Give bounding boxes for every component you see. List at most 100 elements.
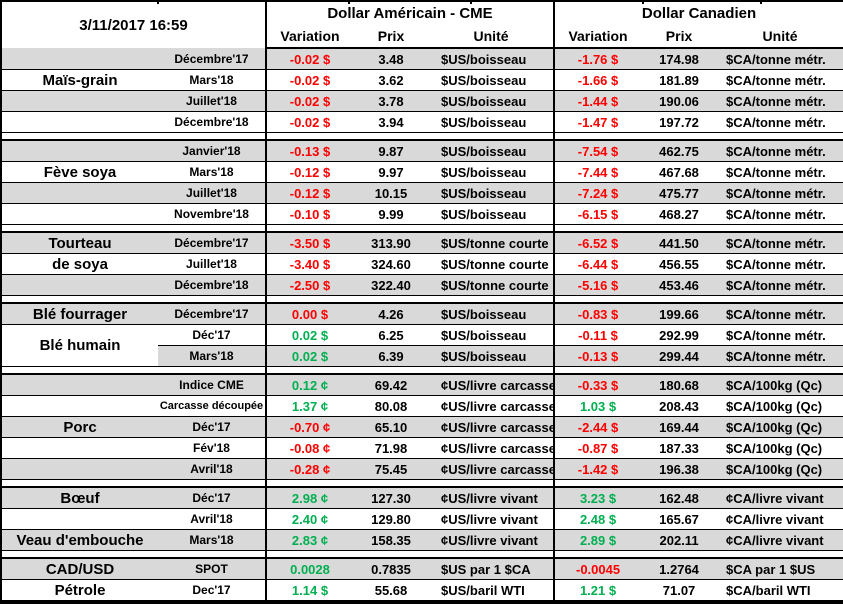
month-cell: SPOT (158, 558, 266, 580)
table-row: CAD/USD SPOT 0.0028 0.7835 $US par 1 $CA -0.0… (1, 558, 843, 580)
ca-variation-cell: -0.87 $ (553, 437, 642, 459)
us-variation-cell: -0.02 $ (265, 48, 353, 70)
us-unit-cell: ¢US/livre vivant (429, 487, 555, 509)
ca-unit-cell: $CA/tonne métr. (717, 232, 843, 254)
table-row: Janvier'18 -0.13 $9.87 $US/boisseau -7.54 $… (1, 140, 843, 162)
ca-unit-cell: $CA/tonne métr. (717, 48, 843, 70)
gap-cell (553, 550, 843, 559)
month-cell: Indice CME (158, 374, 266, 396)
ca-price-cell: 174.98 (641, 48, 718, 70)
commodity-cell (1, 203, 158, 225)
table-row: Blé fourrager Décembre'17 0.00 $4.26 $US/bo… (1, 303, 843, 325)
column-tick (642, 0, 644, 4)
us-variation-cell: 1.37 ¢ (265, 395, 353, 417)
ca-price-cell: 292.99 (641, 324, 718, 346)
gap-cell (553, 479, 843, 488)
us-unit-cell: ¢US/livre vivant (429, 529, 555, 551)
ca-unit-header: Unité (717, 25, 843, 49)
ca-unit-cell: $CA par 1 $US (717, 558, 843, 580)
ca-unit-cell: $CA/100kg (Qc) (717, 395, 843, 417)
ca-price-cell: 468.27 (641, 203, 718, 225)
table-body: Décembre'17 -0.02 $3.48 $US/boisseau -1.76 … (1, 48, 843, 603)
column-header-row: Variation Prix Unité Variation Prix Unit… (1, 25, 843, 49)
ca-variation-cell: 3.23 $ (553, 487, 642, 509)
table-row: de soya Juillet'18 -3.40 $324.60 $US/tonne … (1, 253, 843, 275)
table-row: Avril'18 -0.28 ¢ 75.45 ¢US/livre carcasse -1… (1, 458, 843, 480)
section-gap (1, 479, 843, 488)
us-unit-header: Unité (429, 25, 555, 49)
us-price-cell: 3.78 (353, 90, 429, 112)
commodity-cell: Maïs-grain (1, 69, 158, 91)
commodity-cell (1, 111, 158, 133)
ca-variation-cell: 2.48 $ (553, 508, 642, 530)
us-price-cell: 6.25 (353, 324, 429, 346)
table-row: Tourteau Décembre'17 -3.50 $313.90 $US/tonn… (1, 232, 843, 254)
table-row: Décembre'18 -0.02 $3.94 $US/boisseau -1.47 … (1, 111, 843, 133)
commodity-cell (1, 274, 158, 296)
ca-unit-cell: ¢CA/livre vivant (717, 529, 843, 551)
ca-variation-cell: -1.44 $ (553, 90, 642, 112)
us-variation-cell: 2.98 ¢ (265, 487, 353, 509)
table-row: Avril'18 2.40 ¢ 129.80 ¢US/livre vivant 2.48… (1, 508, 843, 530)
month-cell: Juillet'18 (158, 90, 266, 112)
table-row: Décembre'18 -2.50 $322.40 $US/tonne courte… (1, 274, 843, 296)
us-price-cell: 158.35 (353, 529, 429, 551)
ca-variation-cell: -6.52 $ (553, 232, 642, 254)
table-row: Veau d'embouche Mars'18 2.83 ¢ 158.35 ¢US/li… (1, 529, 843, 551)
month-cell: Décembre'17 (158, 232, 266, 254)
us-unit-cell: $US/boisseau (429, 48, 555, 70)
month-cell: Juillet'18 (158, 253, 266, 275)
us-unit-cell: ¢US/livre carcasse (429, 416, 555, 438)
column-tick (348, 0, 350, 4)
table-row: Fév'18 -0.08 ¢ 71.98 ¢US/livre carcasse -0.8… (1, 437, 843, 459)
gap-cell (1, 132, 266, 141)
ca-price-cell: 199.66 (641, 303, 718, 325)
us-variation-cell: 0.02 $ (265, 345, 353, 367)
us-unit-cell: $US/boisseau (429, 111, 555, 133)
ca-unit-cell: $CA/tonne métr. (717, 274, 843, 296)
commodity-cell: Pétrole (1, 579, 158, 603)
commodity-cell: Fève soya (1, 161, 158, 183)
ca-variation-cell: -1.42 $ (553, 458, 642, 480)
ca-variation-cell: -1.76 $ (553, 48, 642, 70)
us-dollar-group-header: Dollar Américain - CME (264, 1, 555, 25)
ca-variation-cell: -1.47 $ (553, 111, 642, 133)
commodity-cell (1, 90, 158, 112)
ca-variation-cell: -1.66 $ (553, 69, 642, 91)
us-unit-cell: $US/boisseau (429, 69, 555, 91)
us-variation-cell: -0.10 $ (265, 203, 353, 225)
us-unit-cell: $US/boisseau (429, 140, 555, 162)
us-variation-cell: -0.02 $ (265, 90, 353, 112)
gap-cell (264, 479, 555, 488)
us-variation-cell: -0.12 $ (265, 161, 353, 183)
us-variation-cell: 0.02 $ (265, 324, 353, 346)
us-unit-cell: $US/boisseau (429, 203, 555, 225)
us-unit-cell: ¢US/livre carcasse (429, 437, 555, 459)
us-unit-cell: ¢US/livre vivant (429, 508, 555, 530)
us-variation-cell: -0.28 ¢ (265, 458, 353, 480)
us-price-cell: 322.40 (353, 274, 429, 296)
ca-unit-cell: ¢CA/livre vivant (717, 487, 843, 509)
group-header-row: 3/11/2017 16:59 Dollar Américain - CME D… (1, 1, 843, 34)
us-variation-cell: 0.0028 (265, 558, 353, 580)
us-price-cell: 6.39 (353, 345, 429, 367)
ca-price-cell: 71.07 (641, 579, 718, 603)
section-gap (1, 224, 843, 233)
commodity-cell (1, 458, 158, 480)
commodity-cell: de soya (1, 253, 158, 275)
ca-price-cell: 169.44 (641, 416, 718, 438)
ca-variation-header: Variation (553, 25, 642, 49)
us-unit-cell: $US/boisseau (429, 345, 555, 367)
column-tick (157, 0, 159, 4)
table-row: Carcasse découpée 1.37 ¢ 80.08 ¢US/livre ca… (1, 395, 843, 417)
us-unit-cell: $US/tonne courte (429, 253, 555, 275)
gap-cell (264, 366, 555, 375)
month-cell: Dec'17 (158, 579, 266, 603)
month-cell: Janvier'18 (158, 140, 266, 162)
table-row: Novembre'18 -0.10 $9.99 $US/boisseau -6.15 … (1, 203, 843, 225)
month-cell: Avril'18 (158, 508, 266, 530)
gap-cell (1, 550, 266, 559)
us-variation-cell: 0.12 ¢ (265, 374, 353, 396)
us-variation-cell: -2.50 $ (265, 274, 353, 296)
